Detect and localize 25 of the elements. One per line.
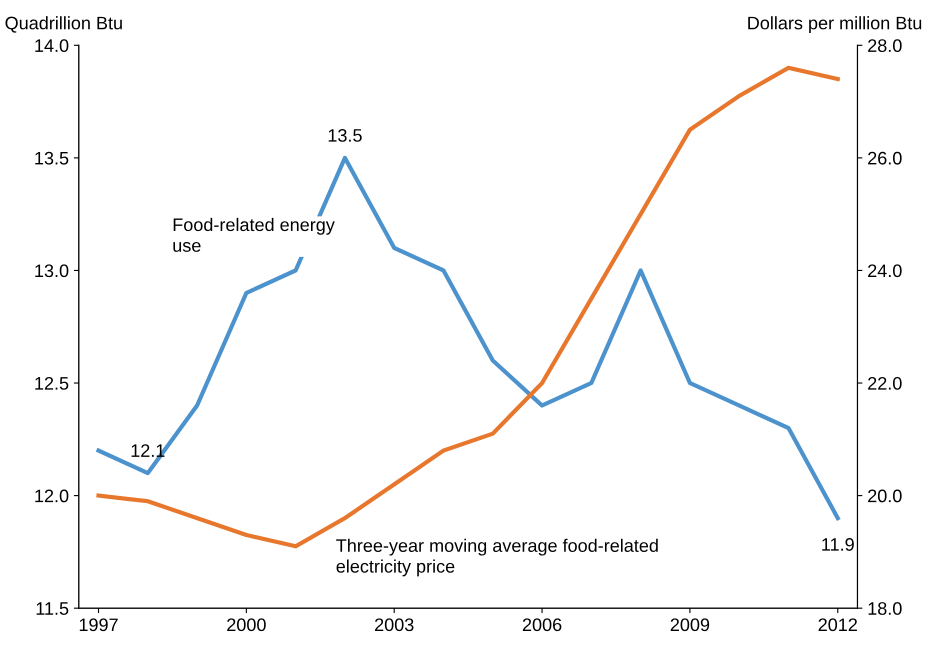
y2-tick-label: 26.0 bbox=[868, 152, 902, 165]
x-tick-label: 2000 bbox=[227, 618, 266, 632]
y-tick-label: 11.5 bbox=[36, 602, 68, 615]
y-tick-label: 12.0 bbox=[35, 490, 68, 502]
x-tick-label: 2012 bbox=[818, 618, 857, 632]
y2-tick-label: 28.0 bbox=[868, 39, 902, 52]
y2-tick-label: 18.0 bbox=[868, 602, 902, 615]
y-tick-label: 12.5 bbox=[35, 376, 68, 390]
x-tick-label: 2009 bbox=[670, 618, 710, 632]
x-tick-label: 2003 bbox=[375, 618, 414, 632]
y-tick-label: 13.0 bbox=[35, 264, 68, 278]
y2-tick-label: 24.0 bbox=[868, 264, 902, 278]
annotation: 11.9 bbox=[822, 538, 854, 551]
series-label: Three-year moving average food-related electricity price bbox=[336, 538, 658, 576]
annotation: 13.5 bbox=[328, 129, 362, 142]
y-axis-title: Quadrillion Btu bbox=[5, 16, 122, 33]
series-label: Food-related energy use bbox=[173, 218, 335, 252]
y-tick-label: 14.0 bbox=[35, 39, 68, 52]
x-tick-label: 2006 bbox=[522, 618, 562, 632]
y2-axis-title: Dollars per million Btu bbox=[748, 16, 922, 34]
line-series bbox=[96, 156, 840, 520]
y2-tick-label: 20.0 bbox=[868, 490, 902, 502]
x-tick-label: 1997 bbox=[80, 618, 118, 632]
y2-tick-label: 22.0 bbox=[868, 376, 902, 390]
y-tick-label: 13.5 bbox=[35, 152, 68, 165]
